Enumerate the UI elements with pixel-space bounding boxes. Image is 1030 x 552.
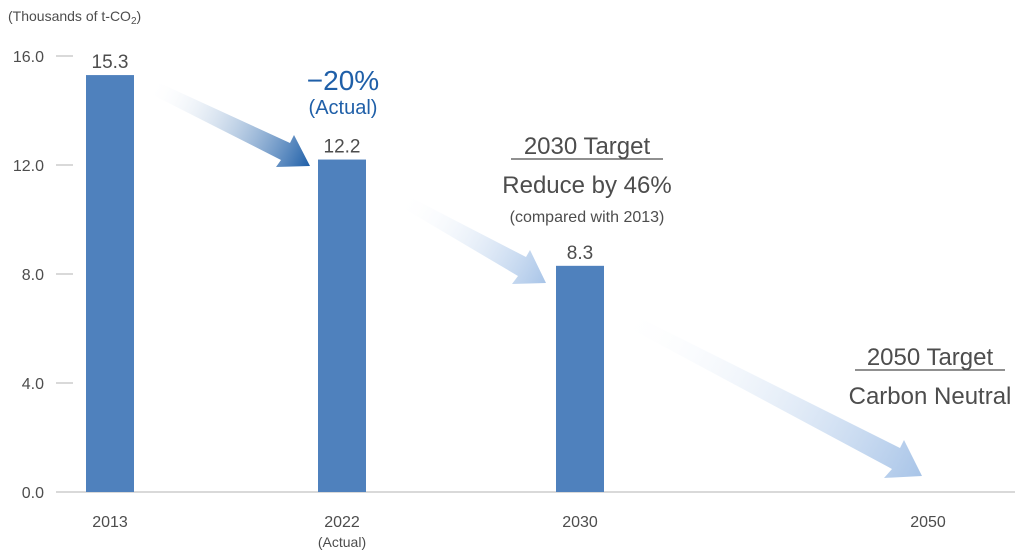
arrow-2030-2050 — [618, 310, 922, 478]
bar-2022 — [318, 159, 366, 493]
y-tick-label: 12.0 — [13, 158, 44, 175]
y-tick-label: 4.0 — [22, 376, 44, 393]
arrow-2022-2030 — [398, 194, 546, 284]
target-2050-line1: Carbon Neutral — [849, 383, 1012, 410]
bars — [86, 75, 604, 493]
value-labels: 15.3 12.2 8.3 — [92, 52, 594, 264]
actual-change-note: (Actual) — [309, 97, 378, 119]
x-tick-sublabel-2022: (Actual) — [318, 534, 366, 550]
target-2030-line1: Reduce by 46% — [502, 172, 671, 199]
arrow-2013-2022 — [147, 80, 310, 167]
x-tick-label-2030: 2030 — [562, 514, 598, 531]
bar-2013 — [86, 75, 134, 492]
target-2030-title: 2030 Target — [524, 133, 651, 160]
x-tick-label-2022: 2022 — [324, 514, 360, 531]
y-tick-label: 0.0 — [22, 485, 44, 502]
x-tick-label-2050: 2050 — [910, 514, 946, 531]
value-label-2030: 8.3 — [567, 243, 593, 264]
y-axis: 0.0 4.0 8.0 12.0 16.0 — [13, 49, 1015, 502]
x-axis-labels: 2013 2022 (Actual) 2030 2050 — [92, 514, 946, 550]
y-tick-label: 8.0 — [22, 267, 44, 284]
trend-arrows — [147, 80, 922, 478]
target-2030-line2: (compared with 2013) — [510, 209, 665, 226]
annotations: −20% (Actual) 2030 Target Reduce by 46% … — [307, 65, 1012, 410]
actual-change-label: −20% — [307, 65, 379, 96]
bar-2030 — [556, 265, 604, 492]
value-label-2022: 12.2 — [324, 137, 361, 158]
y-tick-label: 16.0 — [13, 49, 44, 66]
y-axis-unit-label: (Thousands of t-CO2) — [8, 8, 142, 27]
value-label-2013: 15.3 — [92, 52, 129, 73]
target-2050-title: 2050 Target — [867, 344, 994, 371]
x-tick-label-2013: 2013 — [92, 514, 128, 531]
